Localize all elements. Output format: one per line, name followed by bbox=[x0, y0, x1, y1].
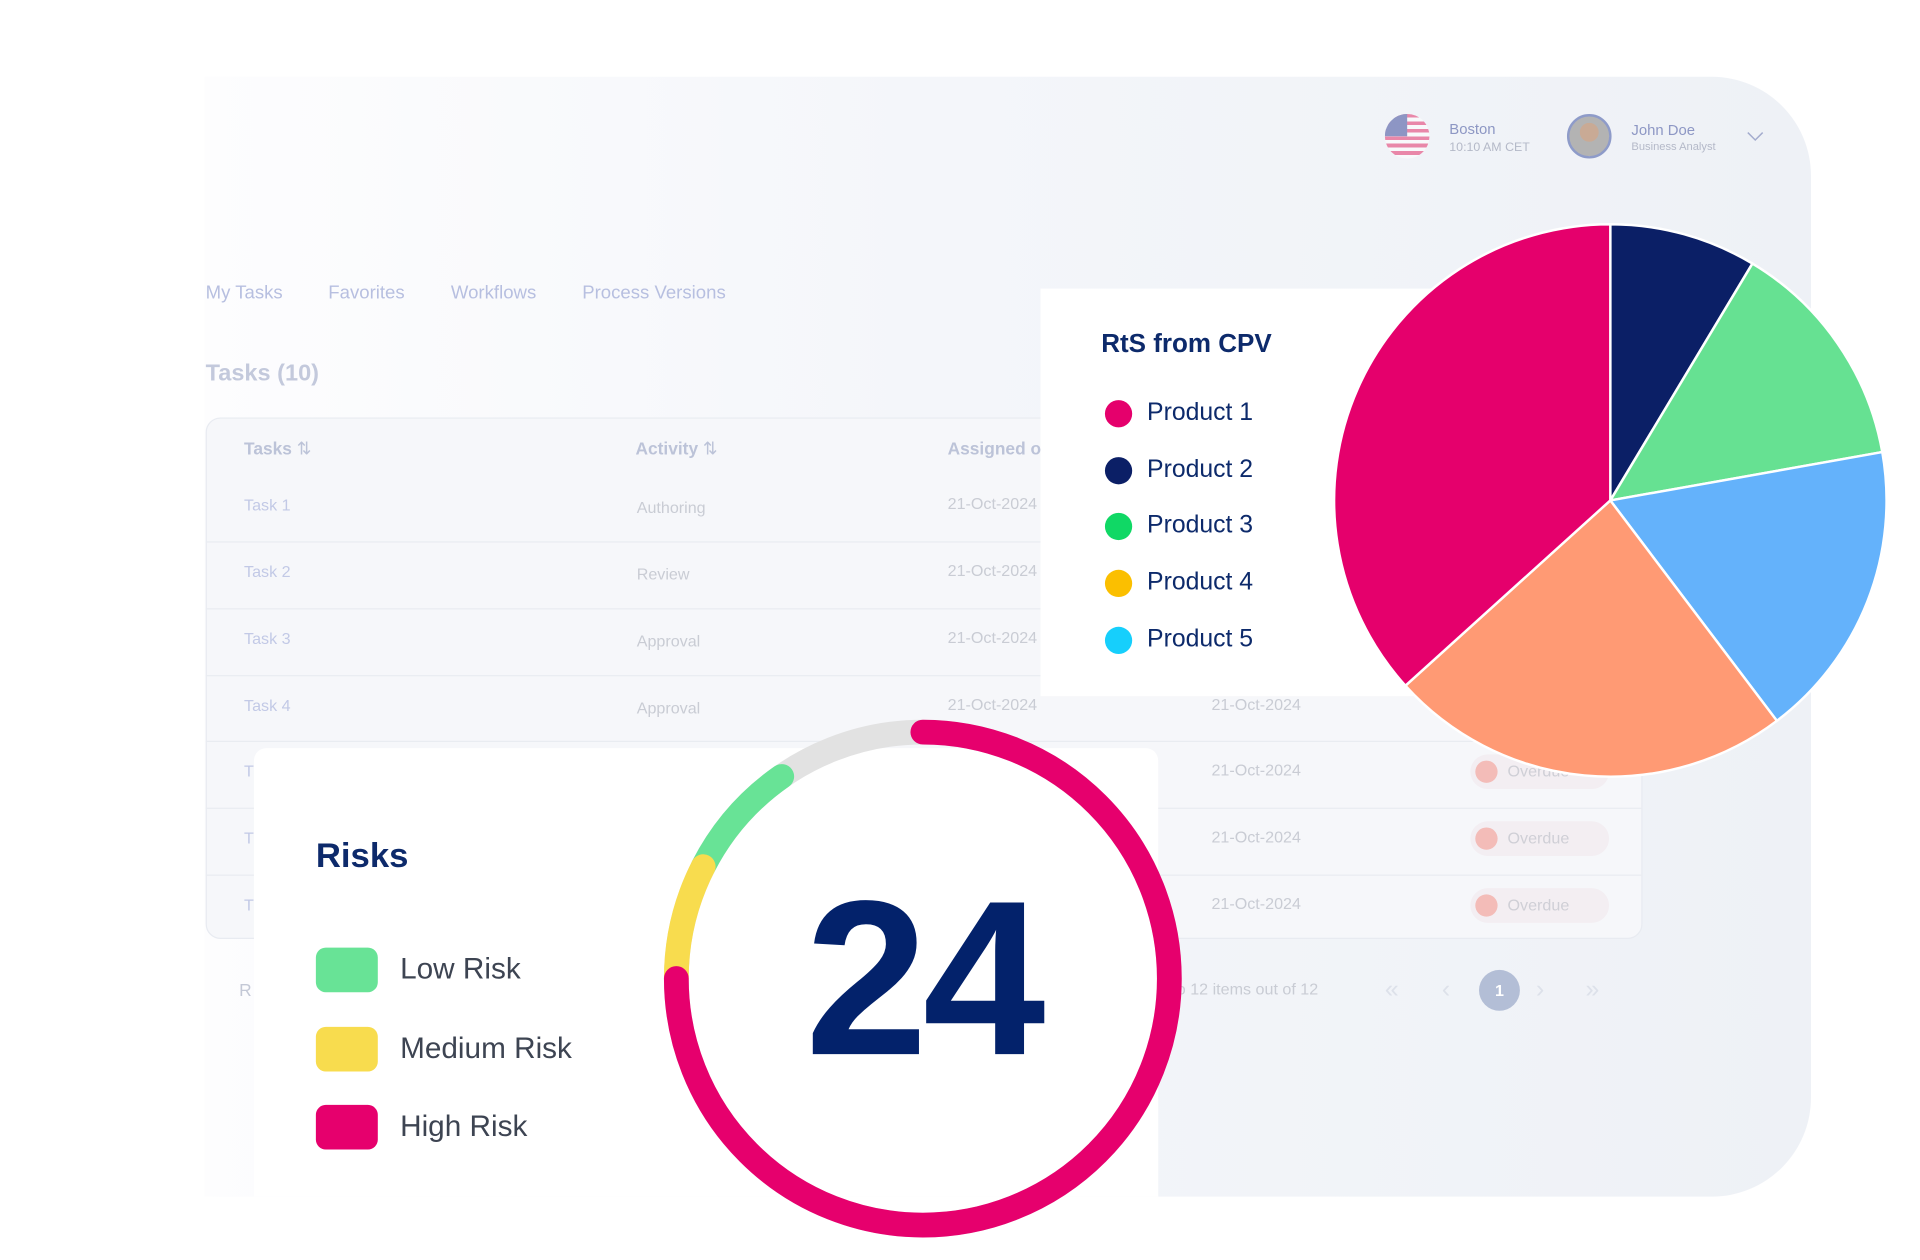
legend-label: Product 4 bbox=[1147, 568, 1254, 596]
row-divider bbox=[205, 675, 1643, 677]
user-role: Business Analyst bbox=[1631, 139, 1716, 153]
activity-cell: Authoring bbox=[636, 497, 706, 517]
sort-icon[interactable]: ⇅ bbox=[296, 438, 312, 459]
column-label: Tasks bbox=[244, 438, 292, 459]
task-link[interactable]: Task 3 bbox=[244, 629, 291, 648]
items-summary: o 12 items out of 12 bbox=[1176, 979, 1319, 999]
column-label: Activity bbox=[635, 438, 699, 459]
due-date-cell: 21-Oct-2024 bbox=[1211, 827, 1301, 847]
risks-title: Risks bbox=[315, 836, 409, 875]
rts-pie-chart bbox=[1332, 222, 1888, 778]
task-link[interactable]: Task 4 bbox=[244, 696, 291, 715]
status-label: Overdue bbox=[1507, 828, 1570, 848]
legend-label: Product 3 bbox=[1147, 512, 1254, 540]
task-link[interactable]: Task 2 bbox=[244, 562, 291, 581]
legend-swatch bbox=[315, 1104, 378, 1150]
task-link[interactable]: T bbox=[244, 895, 254, 915]
task-link[interactable]: T bbox=[244, 761, 254, 781]
pie-slice-1 bbox=[1609, 222, 1755, 505]
status-badge: Overdue bbox=[1470, 821, 1610, 856]
pie-slice-3 bbox=[1608, 450, 1888, 723]
pie-slice-2 bbox=[1607, 261, 1884, 503]
legend-swatch bbox=[315, 1026, 378, 1071]
legend-dot-icon bbox=[1104, 569, 1133, 598]
page-1-button[interactable]: 1 bbox=[1479, 969, 1520, 1011]
legend-label: Low Risk bbox=[400, 952, 521, 987]
task-link[interactable]: T bbox=[244, 828, 254, 848]
pie-slice-4 bbox=[1403, 498, 1779, 778]
legend-label: Product 2 bbox=[1147, 455, 1254, 483]
legend-label: Product 1 bbox=[1147, 398, 1254, 427]
legend-dot-icon bbox=[1104, 456, 1133, 484]
row-divider bbox=[205, 541, 1643, 543]
column-header-tasks[interactable]: Tasks ⇅ bbox=[244, 439, 311, 460]
risks-card bbox=[253, 748, 1159, 1197]
next-page-button[interactable]: › bbox=[1536, 976, 1545, 1004]
activity-cell: Approval bbox=[636, 698, 701, 718]
due-date-cell: 21-Oct-2024 bbox=[1211, 760, 1301, 780]
status-dot-icon bbox=[1475, 894, 1498, 917]
location-time: 10:10 AM CET bbox=[1449, 141, 1530, 155]
legend-dot-icon bbox=[1104, 400, 1133, 428]
chevron-down-icon[interactable] bbox=[1747, 131, 1764, 142]
row-divider bbox=[205, 608, 1643, 610]
status-badge: Overdue bbox=[1470, 888, 1610, 923]
task-link[interactable]: Task 1 bbox=[244, 495, 291, 515]
legend-label: Medium Risk bbox=[400, 1031, 572, 1065]
rows-per-page-label: R bbox=[239, 979, 252, 1000]
assigned-date-cell: 21-Oct-2024 bbox=[947, 628, 1038, 647]
legend-dot-icon bbox=[1104, 626, 1133, 654]
tab-workflows[interactable]: Workflows bbox=[450, 282, 537, 304]
legend-label: High Risk bbox=[400, 1109, 528, 1144]
column-header-assigned[interactable]: Assigned o bbox=[947, 438, 1042, 459]
assigned-date-cell: 21-Oct-2024 bbox=[947, 694, 1038, 714]
assigned-date-cell: 21-Oct-2024 bbox=[947, 561, 1038, 580]
location-name: Boston bbox=[1449, 120, 1496, 138]
status-label: Overdue bbox=[1507, 895, 1570, 915]
prev-page-button[interactable]: ‹ bbox=[1441, 976, 1451, 1004]
gauge-segment-high-risk bbox=[663, 719, 1182, 1238]
due-date-cell: 21-Oct-2024 bbox=[1211, 894, 1301, 913]
risk-total: 24 bbox=[805, 854, 1045, 1102]
risk-gauge bbox=[663, 719, 1182, 1238]
column-header-activity[interactable]: Activity ⇅ bbox=[635, 439, 717, 460]
legend-label: Product 5 bbox=[1147, 625, 1254, 653]
user-name: John Doe bbox=[1631, 121, 1696, 139]
assigned-date-cell: 21-Oct-2024 bbox=[947, 494, 1038, 513]
pie-slice-5 bbox=[1332, 222, 1612, 688]
last-page-button[interactable]: » bbox=[1585, 976, 1600, 1004]
tasks-title: Tasks (10) bbox=[205, 360, 320, 387]
first-page-button[interactable]: « bbox=[1384, 976, 1399, 1004]
status-dot-icon bbox=[1475, 760, 1498, 783]
activity-cell: Approval bbox=[636, 631, 701, 651]
legend-swatch bbox=[315, 947, 378, 993]
avatar[interactable] bbox=[1566, 113, 1612, 159]
tab-my-tasks[interactable]: My Tasks bbox=[205, 282, 283, 304]
activity-cell: Review bbox=[636, 564, 690, 584]
due-date-cell: 21-Oct-2024 bbox=[1211, 694, 1301, 714]
rts-title: RtS from CPV bbox=[1101, 329, 1272, 358]
sort-icon[interactable]: ⇅ bbox=[702, 438, 718, 459]
tab-favorites[interactable]: Favorites bbox=[328, 282, 405, 304]
status-dot-icon bbox=[1475, 827, 1498, 850]
tab-process-versions[interactable]: Process Versions bbox=[582, 282, 726, 304]
us-flag-icon bbox=[1384, 113, 1430, 159]
legend-dot-icon bbox=[1104, 513, 1133, 541]
